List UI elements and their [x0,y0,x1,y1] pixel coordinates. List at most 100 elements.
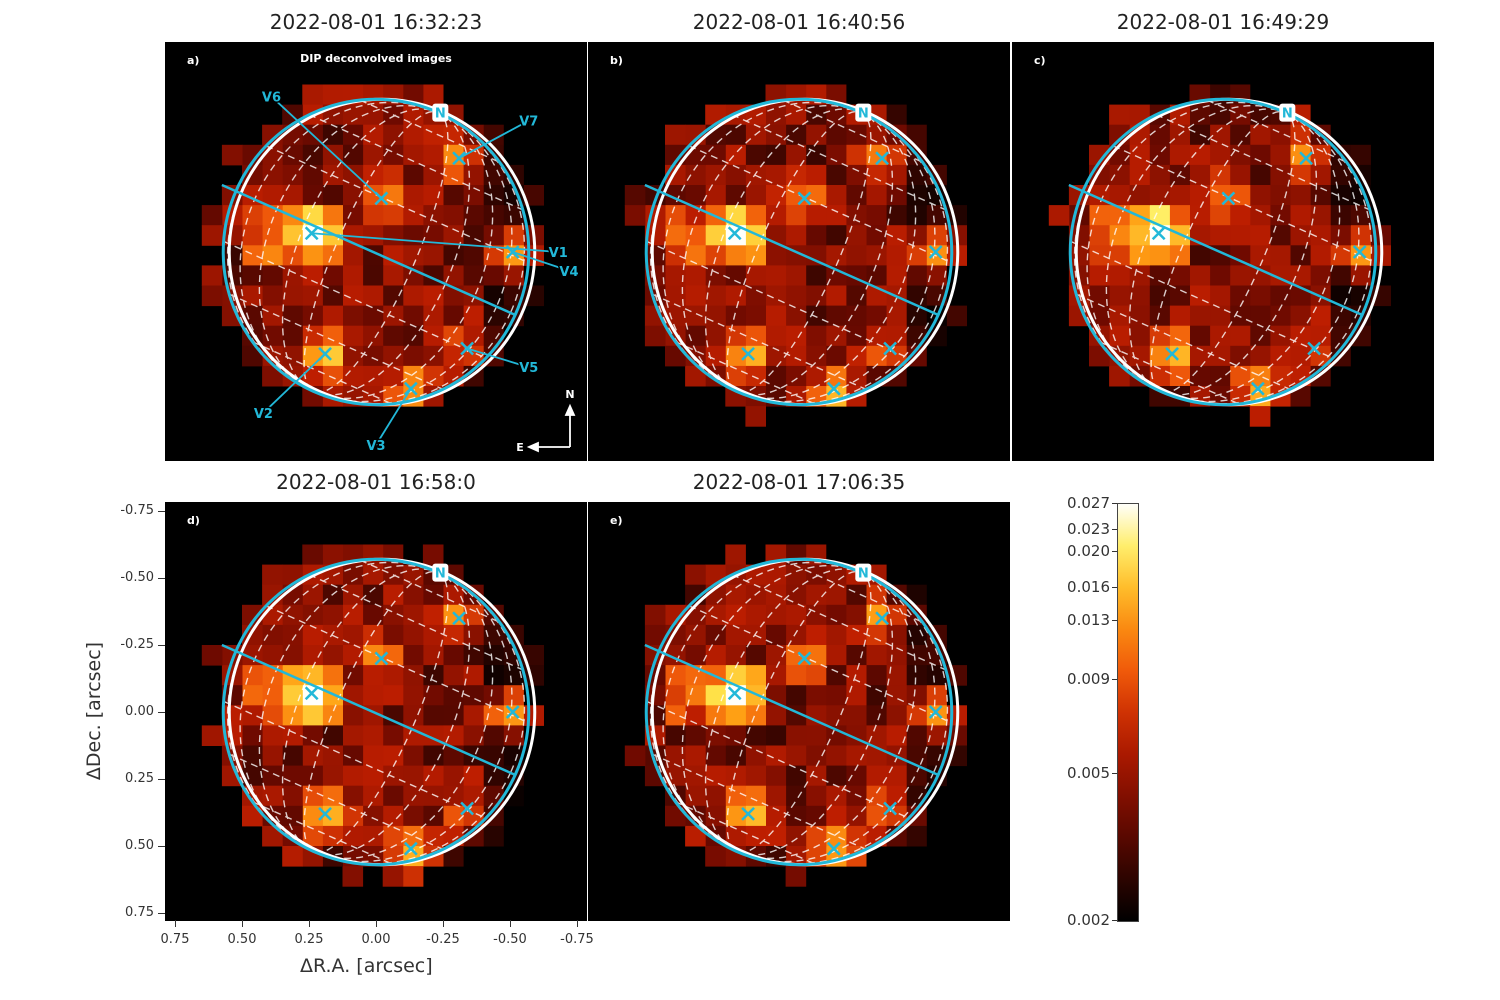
pixel [1290,245,1311,266]
pixel [1048,205,1070,226]
pixel [483,705,504,726]
pixel [685,245,706,266]
pixel [302,665,323,686]
pixel [805,685,827,706]
hotspot-marker-v7 [875,151,889,166]
pixel [422,745,444,767]
panel-image: Nb) [610,54,967,427]
pixel [1330,164,1351,186]
pixel [725,725,746,746]
pixel [665,765,686,787]
pixel [402,705,424,726]
pixel [503,665,524,686]
pixel [463,705,484,726]
pixel [725,164,746,186]
pixel [483,164,504,186]
pixel [221,685,243,706]
pixel [745,785,766,807]
y-tick-mark [158,846,165,847]
pixel [825,164,847,186]
pixel [825,785,847,807]
parallel-line [675,801,816,865]
pixel [382,205,404,226]
parallel-line [252,801,393,865]
hotspot-marker-v5 [883,341,898,356]
pixel [402,205,424,226]
pixel [825,345,847,367]
pixel [805,245,827,266]
pixel [705,285,726,307]
pixel [1330,185,1351,206]
pixel [362,285,384,307]
pixel [785,265,807,286]
pixel [382,285,404,307]
pixel [422,185,444,206]
hotspot-marker-v4 [1352,245,1367,259]
pixel [362,765,384,787]
pixel [665,144,686,166]
hotspot-label: V2 [254,407,273,422]
pixel [422,604,444,626]
pixel [1330,225,1351,246]
pixel [242,305,263,327]
pixel [825,265,847,286]
pixel [1330,265,1351,286]
pixel [1089,265,1110,286]
pixel [1350,285,1371,307]
pixel [242,805,263,827]
pixel [1089,305,1110,327]
pixel [665,604,686,626]
hotspot-marker-v5 [883,801,898,816]
parallel-line [731,114,947,211]
hotspot-label: V7 [519,115,538,130]
y-tick-mark [158,779,165,780]
pixel [262,785,283,807]
pixel [785,185,807,206]
pixel [1330,325,1351,347]
pixel [886,705,907,726]
pixel [906,705,927,726]
pixel [382,765,404,787]
pixel [886,624,907,646]
pixel [1310,164,1331,186]
pixel [866,265,887,286]
pixel [665,124,686,146]
pixel [906,225,927,246]
pixel [362,164,384,186]
pixel [463,765,484,787]
pixel [1229,285,1251,307]
pixel [845,825,867,847]
pixel [805,624,827,646]
pixel [886,785,907,807]
north-pole-marker [432,103,449,122]
hotspot-marker-v2 [741,346,755,361]
pixel [503,225,524,246]
pixel [1229,245,1251,266]
pixel [785,365,807,387]
pixel [382,265,404,286]
pixel [1290,225,1311,246]
pixel [1229,345,1251,367]
pixel [866,164,887,186]
pixel [705,185,726,206]
pixel [866,765,887,787]
pixel [866,665,887,686]
pixel [1149,365,1170,387]
pixel [906,245,927,266]
pixel [382,164,404,186]
pixel [805,705,827,726]
pixel [1109,164,1130,186]
pixel [886,104,907,126]
pixel [805,225,827,246]
pixel [1310,305,1331,327]
pixel [302,705,323,726]
pixel [443,245,464,266]
pixel [725,325,746,347]
pixel [745,345,766,367]
pixel [402,645,424,666]
pixel [1129,325,1150,347]
pixel [805,124,827,146]
parallel-line [651,293,867,390]
pixel [302,265,323,286]
parallel-line [731,574,947,671]
